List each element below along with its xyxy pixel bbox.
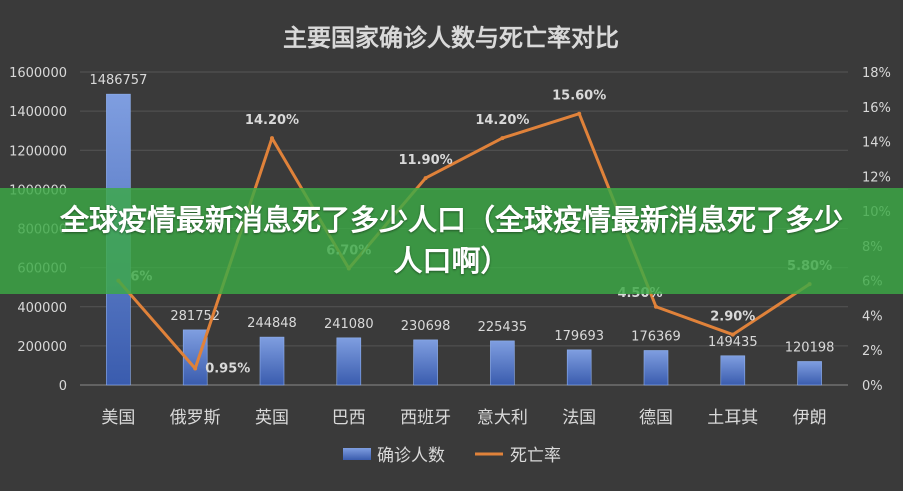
y-right-tick-label: 2%	[862, 344, 883, 359]
line-point	[654, 304, 658, 309]
line-value-label: 11.90%	[399, 153, 453, 168]
x-tick-label: 土耳其	[707, 408, 758, 428]
y-left-tick-label: 1400000	[9, 105, 67, 120]
y-right-tick-label: 0%	[862, 379, 883, 394]
line-value-label: 15.60%	[552, 89, 606, 104]
bar-value-label: 281752	[170, 309, 220, 324]
y-right-tick-label: 16%	[862, 101, 891, 116]
line-value-label: 0.95%	[205, 361, 250, 376]
x-tick-label: 法国	[562, 408, 596, 428]
y-right-tick-label: 18%	[862, 66, 891, 81]
y-left-tick-label: 1200000	[9, 144, 67, 159]
line-value-label: 2.90%	[710, 310, 755, 325]
bar	[259, 336, 285, 386]
line-point	[500, 136, 505, 141]
bar-value-label: 1486757	[89, 73, 147, 88]
x-tick-label: 英国	[255, 408, 289, 428]
bar	[720, 355, 746, 386]
bar	[336, 337, 362, 386]
line-point	[577, 111, 582, 116]
bar	[182, 329, 208, 386]
y-right-tick-label: 12%	[862, 170, 891, 185]
bar-value-label: 225435	[478, 320, 528, 335]
bar-value-label: 120198	[785, 340, 835, 355]
y-left-tick-label: 1600000	[9, 66, 67, 81]
headline-banner: 全球疫情最新消息死了多少人口（全球疫情最新消息死了多少人口啊）	[0, 188, 903, 294]
bar	[490, 340, 515, 386]
x-tick-label: 意大利	[477, 408, 528, 428]
legend: 确诊人数 死亡率	[343, 446, 561, 466]
bar	[797, 361, 822, 386]
legend-label-line: 死亡率	[510, 446, 561, 466]
line-value-label: 14.20%	[475, 113, 529, 128]
bar	[643, 350, 669, 386]
y-left-tick-label: 200000	[17, 340, 67, 355]
bar	[413, 339, 438, 386]
legend-label-bar: 确诊人数	[377, 446, 445, 466]
chart-title: 主要国家确诊人数与死亡率对比	[283, 24, 619, 52]
bar-value-label: 244848	[247, 316, 297, 331]
line-point	[730, 332, 735, 337]
y-right-tick-label: 14%	[862, 136, 891, 151]
x-tick-label: 德国	[639, 408, 673, 428]
bar-value-label: 176369	[631, 329, 681, 344]
bar	[566, 349, 592, 386]
y-left-tick-label: 0	[59, 379, 67, 394]
x-tick-label: 美国	[101, 408, 135, 428]
x-tick-label: 西班牙	[400, 408, 451, 428]
y-right-tick-label: 4%	[862, 309, 883, 324]
x-tick-label: 俄罗斯	[170, 408, 221, 428]
line-point	[270, 136, 274, 141]
x-tick-label: 巴西	[332, 408, 366, 428]
bar-value-label: 179693	[554, 329, 604, 344]
bar-value-label: 230698	[401, 319, 451, 334]
headline-text: 全球疫情最新消息死了多少人口（全球疫情最新消息死了多少人口啊）	[59, 203, 843, 278]
line-point	[423, 176, 428, 181]
line-point	[193, 366, 198, 371]
y-left-tick-label: 400000	[17, 301, 67, 316]
bar-value-label: 149435	[708, 335, 758, 350]
x-axis: 美国 俄罗斯 英国 巴西 西班牙 意大利 法国 德国 土耳其 伊朗	[101, 408, 826, 428]
line-value-label: 14.20%	[245, 113, 299, 128]
bar-value-label: 241080	[324, 317, 374, 332]
legend-swatch-bar	[343, 448, 371, 460]
x-tick-label: 伊朗	[793, 408, 827, 428]
